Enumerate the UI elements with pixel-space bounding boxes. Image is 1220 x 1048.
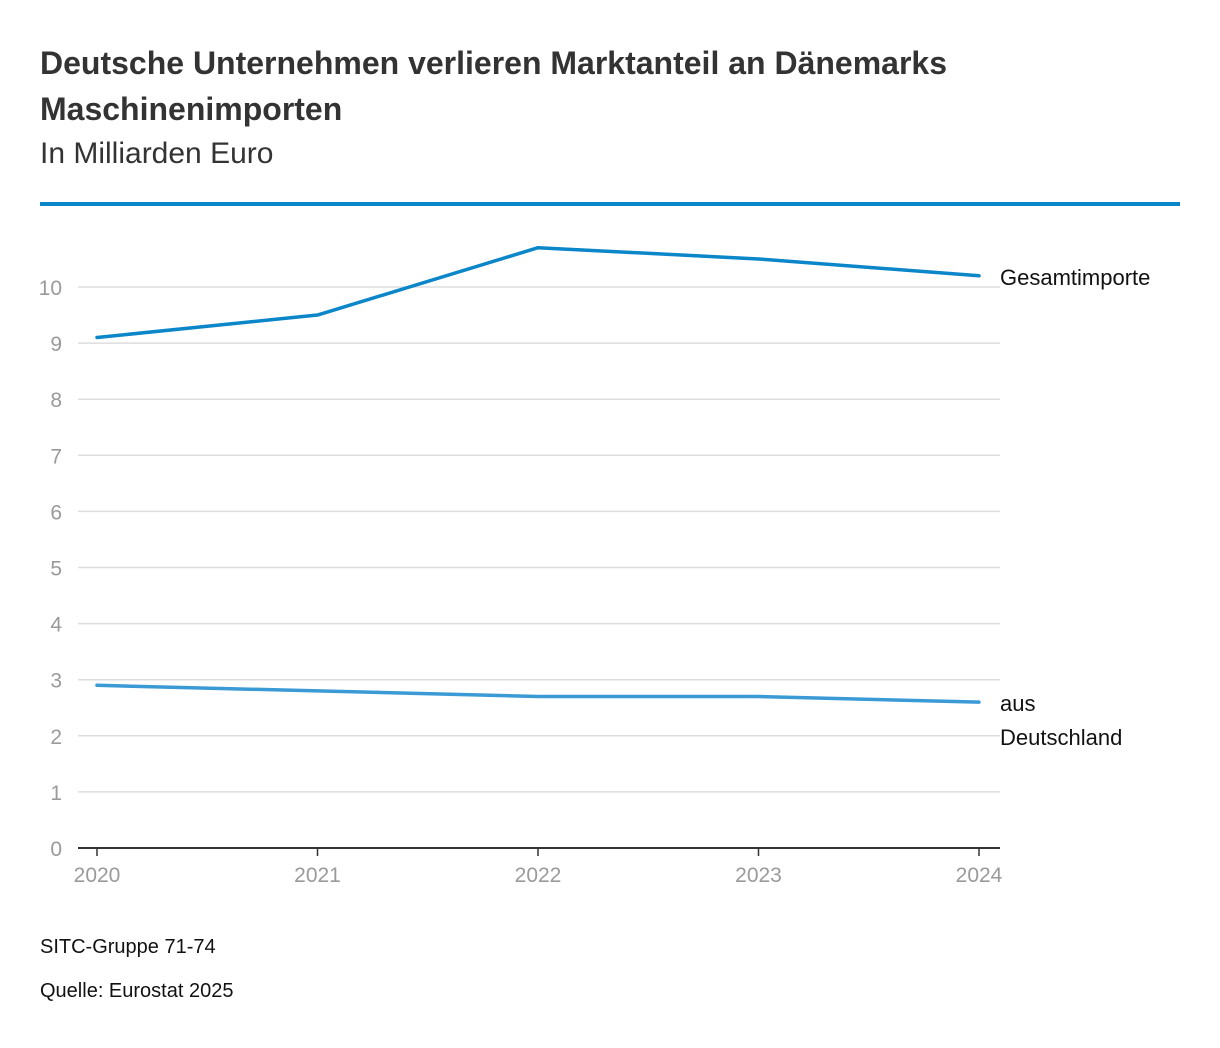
x-tick-label: 2024 [956,864,1003,887]
series-label: aus [1000,691,1035,716]
y-tick-label: 1 [50,782,62,805]
x-tick-label: 2021 [294,864,341,887]
series-label: Deutschland [1000,725,1122,750]
series-labels: Gesamtimporte aus Deutschland [1000,265,1150,750]
footnote-note: SITC-Gruppe 71-74 [40,936,216,958]
y-tick-label: 5 [50,558,62,581]
footnote-source: Quelle: Eurostat 2025 [40,980,234,1002]
series-line-aus-deutschland [95,683,981,704]
series-lines [95,245,981,704]
y-tick-label: 9 [50,333,62,356]
x-tick-label: 2022 [515,864,562,887]
y-tick-label: 7 [50,445,62,468]
y-tick-label: 4 [50,614,62,637]
chart-subtitle: In Milliarden Euro [40,137,274,170]
y-tick-label: 10 [39,277,62,300]
y-tick-label: 2 [50,726,62,749]
x-axis-ticks: 2020 2021 2022 2023 2024 [74,848,1003,887]
y-tick-label: 0 [50,838,62,861]
chart-title: Deutsche Unternehmen verlieren Marktante… [40,45,947,127]
y-axis-ticks: 0 1 2 3 4 5 6 7 8 9 10 [39,277,63,861]
y-tick-label: 3 [50,670,62,693]
grid-lines [78,286,1000,793]
title-divider [40,202,1180,206]
x-tick-label: 2023 [735,864,782,887]
y-tick-label: 6 [50,501,62,524]
x-tick-label: 2020 [74,864,121,887]
series-line-gesamtimporte [95,245,981,340]
y-tick-label: 8 [50,389,62,412]
series-label: Gesamtimporte [1000,265,1150,290]
